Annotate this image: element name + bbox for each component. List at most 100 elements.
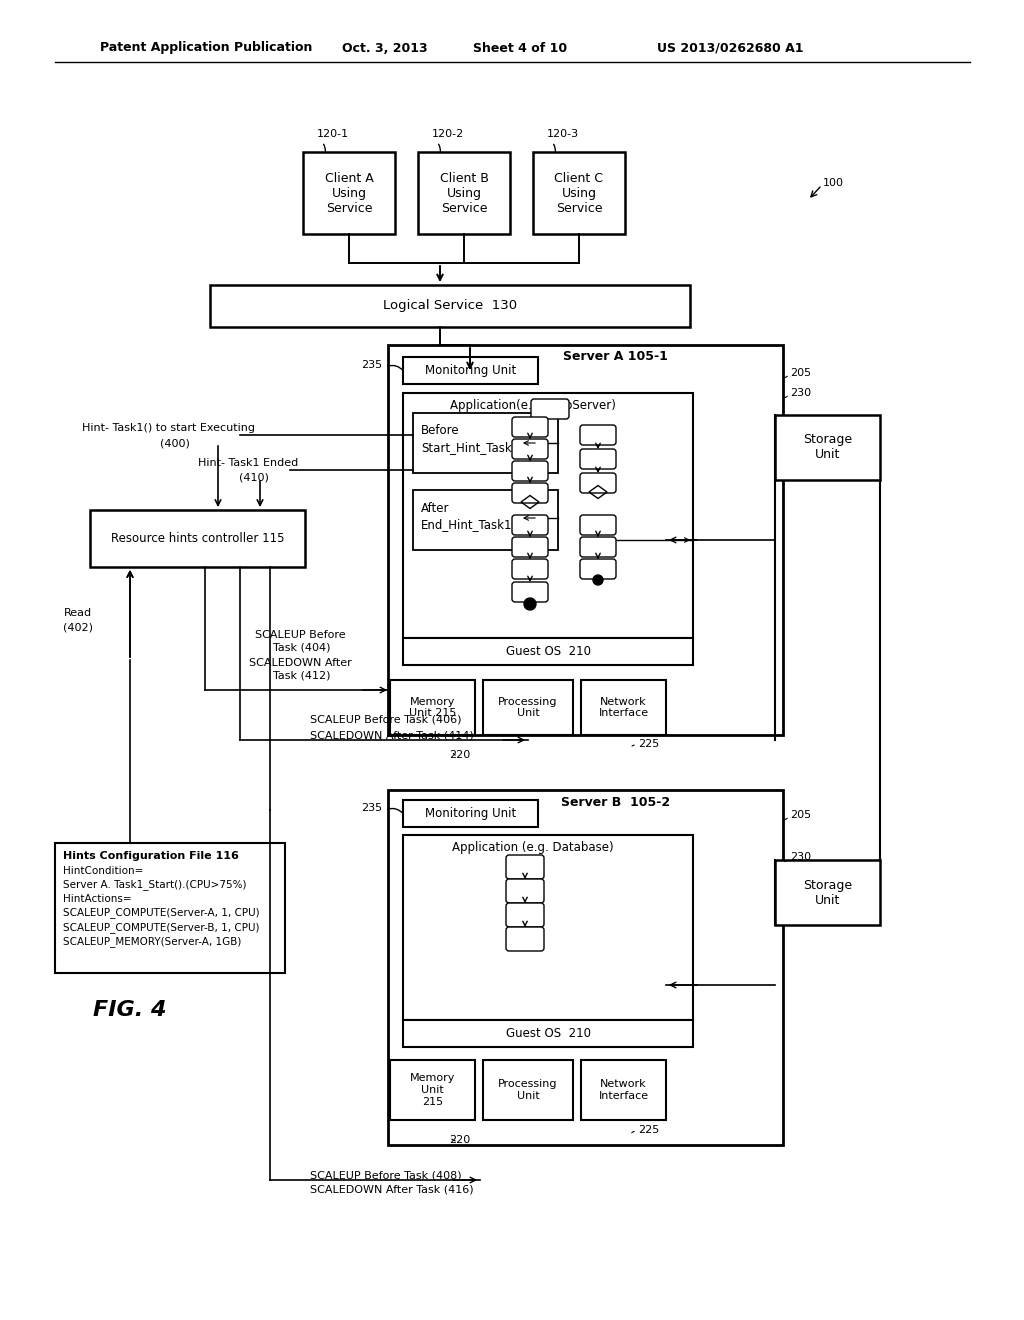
Text: SCALEUP_COMPUTE(Server-A, 1, CPU): SCALEUP_COMPUTE(Server-A, 1, CPU) <box>63 908 260 919</box>
Text: After: After <box>421 502 450 515</box>
Text: Storage
Unit: Storage Unit <box>803 433 852 462</box>
Circle shape <box>524 598 536 610</box>
Text: Client A
Using
Service: Client A Using Service <box>325 172 374 214</box>
Text: Client B
Using
Service: Client B Using Service <box>439 172 488 214</box>
FancyBboxPatch shape <box>506 927 544 950</box>
Text: Hint- Task1() to start Executing: Hint- Task1() to start Executing <box>82 422 255 433</box>
Text: End_Hint_Task1(): End_Hint_Task1() <box>421 519 522 532</box>
Text: SCALEUP_MEMORY(Server-A, 1GB): SCALEUP_MEMORY(Server-A, 1GB) <box>63 937 242 948</box>
FancyBboxPatch shape <box>512 461 548 480</box>
Text: (410): (410) <box>239 473 269 483</box>
Text: Monitoring Unit: Monitoring Unit <box>425 807 516 820</box>
Text: FIG. 4: FIG. 4 <box>93 1001 167 1020</box>
Text: Patent Application Publication: Patent Application Publication <box>100 41 312 54</box>
Text: 230: 230 <box>790 388 811 399</box>
Text: 235: 235 <box>360 803 382 813</box>
FancyBboxPatch shape <box>506 903 544 927</box>
Text: 225: 225 <box>638 1125 659 1135</box>
Text: Hints Configuration File 116: Hints Configuration File 116 <box>63 851 239 861</box>
FancyBboxPatch shape <box>580 473 616 492</box>
Text: Server B  105-2: Server B 105-2 <box>561 796 670 808</box>
Text: Resource hints controller 115: Resource hints controller 115 <box>111 532 285 545</box>
Text: Network
Interface: Network Interface <box>598 1080 648 1101</box>
FancyBboxPatch shape <box>512 483 548 503</box>
Bar <box>483 1060 573 1119</box>
Text: SCALEDOWN After: SCALEDOWN After <box>249 657 351 668</box>
Bar <box>581 680 666 735</box>
Text: 120-3: 120-3 <box>547 129 580 139</box>
Bar <box>403 836 693 1020</box>
Text: Server A 105-1: Server A 105-1 <box>563 351 668 363</box>
Text: Guest OS  210: Guest OS 210 <box>506 1027 591 1040</box>
Text: HintActions=: HintActions= <box>63 894 132 904</box>
Text: 120-2: 120-2 <box>432 129 464 139</box>
Bar <box>581 1060 666 1119</box>
Text: HintCondition=: HintCondition= <box>63 866 143 876</box>
Text: 220: 220 <box>450 1135 471 1144</box>
Text: US 2013/0262680 A1: US 2013/0262680 A1 <box>656 41 803 54</box>
Text: Logical Service  130: Logical Service 130 <box>383 300 517 313</box>
Text: Server A. Task1_Start().(CPU>75%): Server A. Task1_Start().(CPU>75%) <box>63 879 247 891</box>
FancyBboxPatch shape <box>512 515 548 535</box>
Text: Storage
Unit: Storage Unit <box>803 879 852 907</box>
Text: 230: 230 <box>790 851 811 862</box>
Text: Monitoring Unit: Monitoring Unit <box>425 364 516 378</box>
Text: Processing
Unit: Processing Unit <box>499 1080 558 1101</box>
Text: SCALEUP_COMPUTE(Server-B, 1, CPU): SCALEUP_COMPUTE(Server-B, 1, CPU) <box>63 923 259 933</box>
FancyBboxPatch shape <box>580 558 616 579</box>
Bar <box>55 843 285 973</box>
Bar <box>403 638 693 665</box>
Text: 235: 235 <box>360 360 382 370</box>
Bar <box>210 285 690 327</box>
FancyBboxPatch shape <box>512 537 548 557</box>
Text: Task (412): Task (412) <box>273 671 331 681</box>
Text: SCALEDOWN After Task (414): SCALEDOWN After Task (414) <box>310 730 474 741</box>
Bar <box>413 413 558 473</box>
Bar <box>534 152 625 234</box>
Bar <box>775 861 880 925</box>
Bar <box>483 680 573 735</box>
Bar <box>418 152 510 234</box>
FancyBboxPatch shape <box>512 440 548 459</box>
Text: Memory
Unit 215: Memory Unit 215 <box>409 697 456 718</box>
FancyBboxPatch shape <box>512 417 548 437</box>
Text: 100: 100 <box>823 178 844 187</box>
Text: Processing
Unit: Processing Unit <box>499 697 558 718</box>
Circle shape <box>593 576 603 585</box>
Bar <box>90 510 305 568</box>
FancyBboxPatch shape <box>580 425 616 445</box>
FancyBboxPatch shape <box>512 558 548 579</box>
Bar <box>413 490 558 550</box>
Text: Oct. 3, 2013: Oct. 3, 2013 <box>342 41 428 54</box>
Text: SCALEDOWN After Task (416): SCALEDOWN After Task (416) <box>310 1185 474 1195</box>
FancyBboxPatch shape <box>580 449 616 469</box>
Text: 120-1: 120-1 <box>317 129 349 139</box>
Bar <box>775 414 880 480</box>
Bar <box>390 1060 475 1119</box>
Text: Task (404): Task (404) <box>273 643 331 653</box>
Bar <box>403 800 538 828</box>
Text: Client C
Using
Service: Client C Using Service <box>555 172 603 214</box>
Text: Application(e.g. WebServer): Application(e.g. WebServer) <box>451 399 616 412</box>
Bar <box>388 345 783 735</box>
Text: Network
Interface: Network Interface <box>598 697 648 718</box>
Bar <box>403 356 538 384</box>
Text: Hint- Task1 Ended: Hint- Task1 Ended <box>198 458 298 469</box>
FancyBboxPatch shape <box>506 879 544 903</box>
Text: SCALEUP Before Task (406): SCALEUP Before Task (406) <box>310 715 462 725</box>
Text: Guest OS  210: Guest OS 210 <box>506 645 591 657</box>
Bar <box>403 393 693 638</box>
Text: 225: 225 <box>638 739 659 748</box>
FancyBboxPatch shape <box>506 855 544 879</box>
Text: SCALEUP Before Task (408): SCALEUP Before Task (408) <box>310 1170 462 1180</box>
Text: 205: 205 <box>790 368 811 378</box>
Text: Application (e.g. Database): Application (e.g. Database) <box>453 841 613 854</box>
FancyBboxPatch shape <box>531 399 569 418</box>
Text: (400): (400) <box>160 438 189 447</box>
Text: Memory
Unit
215: Memory Unit 215 <box>410 1073 456 1106</box>
Text: Read: Read <box>63 609 92 618</box>
Text: 220: 220 <box>450 750 471 760</box>
FancyBboxPatch shape <box>512 582 548 602</box>
Text: (402): (402) <box>63 622 93 632</box>
Text: SCALEUP Before: SCALEUP Before <box>255 630 345 640</box>
